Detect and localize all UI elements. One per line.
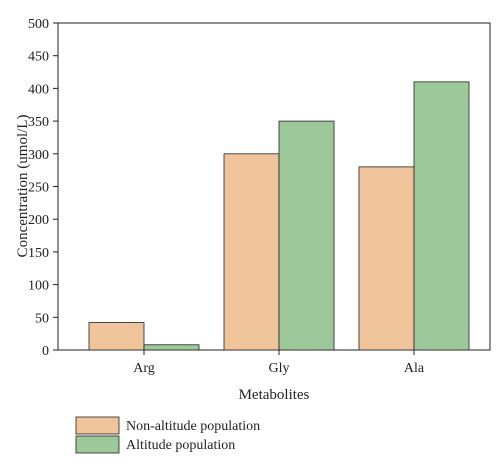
x-tick-label-gly: Gly xyxy=(269,361,290,376)
x-axis: Arg Gly Ala xyxy=(133,350,425,376)
y-tick-label: 100 xyxy=(28,279,49,294)
x-tick-label-ala: Ala xyxy=(404,361,425,376)
bar-gly-altitude xyxy=(278,120,335,351)
x-axis-title: Metabolites xyxy=(239,387,310,403)
y-tick-label: 150 xyxy=(28,246,49,261)
y-axis-title: Concentration (umol/L) xyxy=(15,115,31,258)
bar-arg-non-altitude xyxy=(88,322,145,351)
y-axis: 0 50 100 150 200 250 300 350 400 450 500 xyxy=(28,17,58,359)
legend-swatch-altitude xyxy=(75,435,120,454)
y-tick-label: 300 xyxy=(28,148,49,163)
y-tick-label: 50 xyxy=(35,311,49,326)
legend-label-altitude: Altitude population xyxy=(126,438,235,453)
bar-ala-altitude xyxy=(413,81,470,351)
legend-swatch-non-altitude xyxy=(75,416,120,435)
y-tick-label: 250 xyxy=(28,181,49,196)
legend-label-non-altitude: Non-altitude population xyxy=(126,419,260,434)
bar-ala-non-altitude xyxy=(358,166,415,351)
y-tick-label: 200 xyxy=(28,213,49,228)
x-tick-label-arg: Arg xyxy=(133,361,155,376)
y-tick-label: 450 xyxy=(28,50,49,65)
y-tick-label: 0 xyxy=(42,344,49,359)
bars xyxy=(88,81,470,351)
bar-gly-non-altitude xyxy=(223,153,280,351)
legend: Non-altitude population Altitude populat… xyxy=(75,416,260,454)
y-tick-label: 500 xyxy=(28,17,49,32)
bar-arg-altitude xyxy=(143,344,200,351)
y-tick-label: 350 xyxy=(28,115,49,130)
y-tick-label: 400 xyxy=(28,82,49,97)
